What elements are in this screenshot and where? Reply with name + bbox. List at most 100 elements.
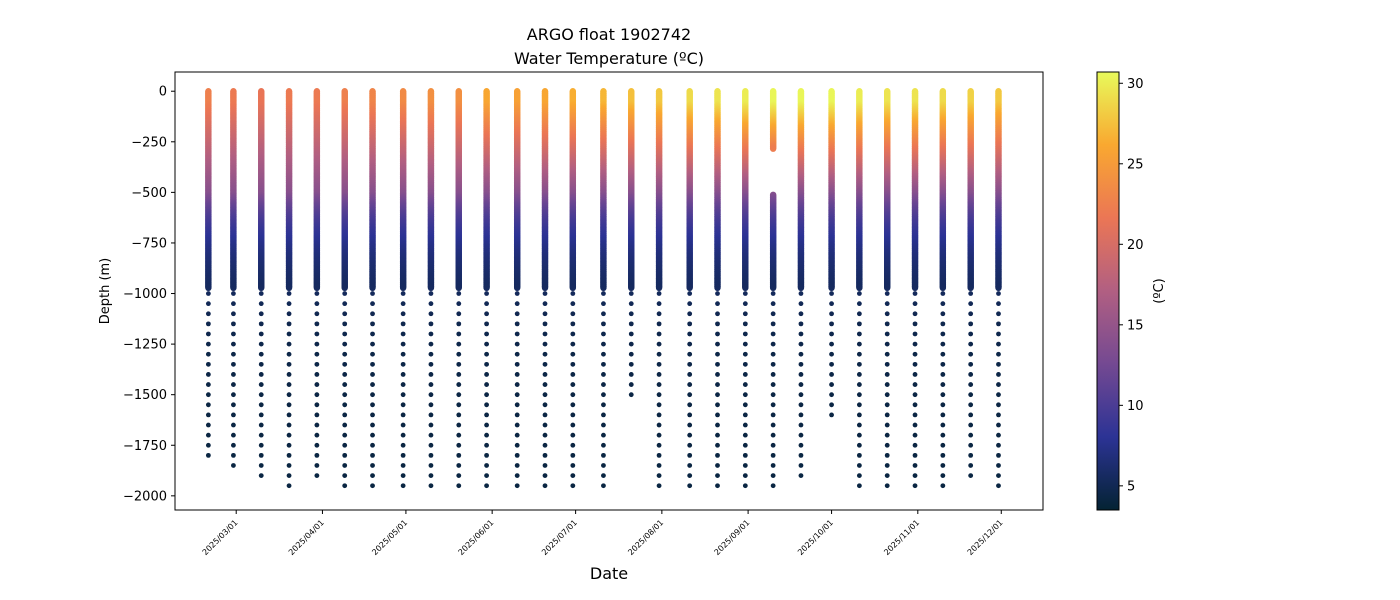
data-point [514, 311, 520, 317]
data-point [258, 422, 264, 428]
data-point [370, 321, 375, 327]
data-point [205, 301, 211, 307]
data-point [342, 473, 348, 479]
data-point [258, 463, 264, 468]
data-point [286, 463, 292, 468]
data-point [542, 442, 548, 448]
data-point [628, 361, 634, 367]
data-point [258, 412, 264, 418]
data-point [456, 372, 462, 377]
data-point [370, 483, 375, 489]
data-point [514, 473, 520, 479]
profile-2025-03-10 [258, 88, 265, 479]
data-point [687, 402, 693, 408]
data-point [542, 402, 548, 408]
data-point [484, 463, 489, 468]
data-point [286, 341, 292, 347]
data-point [258, 331, 264, 337]
data-point [400, 463, 406, 468]
data-point [231, 392, 236, 398]
data-point [456, 361, 462, 367]
data-point [427, 284, 435, 292]
data-point [258, 321, 264, 327]
data-point [314, 422, 320, 428]
data-point [428, 483, 434, 489]
data-point [400, 361, 406, 367]
data-point [570, 382, 576, 387]
data-point [601, 361, 606, 367]
data-point [370, 301, 375, 307]
data-point [456, 341, 462, 347]
data-point [231, 463, 236, 468]
data-point [541, 284, 549, 292]
data-point [258, 301, 264, 307]
data-point [400, 452, 406, 458]
data-point [258, 473, 264, 479]
data-point [231, 382, 236, 387]
data-point [484, 412, 489, 418]
data-point [456, 452, 462, 458]
data-point [656, 351, 662, 357]
data-point [370, 392, 375, 398]
data-point [205, 311, 211, 317]
data-point [428, 412, 434, 418]
data-point [428, 402, 434, 408]
data-point [370, 452, 375, 458]
data-point [314, 452, 320, 458]
data-point [656, 361, 662, 367]
data-point [514, 432, 520, 438]
data-point [314, 372, 320, 377]
data-point [428, 321, 434, 327]
data-point [342, 382, 348, 387]
data-point [484, 452, 489, 458]
data-point [601, 402, 606, 408]
data-point [231, 311, 236, 317]
data-point [286, 402, 292, 408]
data-point [484, 331, 489, 337]
plot-area [174, 71, 1044, 511]
data-point [514, 483, 520, 489]
data-point [514, 452, 520, 458]
data-point [314, 351, 320, 357]
profile-2025-03-20 [285, 88, 293, 489]
data-point [656, 301, 662, 307]
data-point [570, 301, 576, 307]
data-point [314, 392, 320, 398]
data-point [570, 452, 576, 458]
data-point [370, 402, 375, 408]
data-point [258, 372, 264, 377]
data-point [286, 372, 292, 377]
data-point [656, 432, 662, 438]
data-point [687, 341, 693, 347]
data-point [205, 402, 211, 408]
data-point [286, 311, 292, 317]
data-point [601, 331, 606, 337]
data-point [601, 432, 606, 438]
data-point [570, 321, 576, 327]
data-point [400, 331, 406, 337]
data-point [628, 382, 634, 387]
data-point [601, 463, 606, 468]
data-point [205, 361, 211, 367]
data-point [258, 291, 264, 296]
data-point [205, 372, 211, 377]
data-point [601, 321, 606, 327]
data-point [286, 432, 292, 438]
data-point [456, 382, 462, 387]
profile-2025-02-19 [205, 88, 212, 458]
data-point [484, 311, 489, 317]
data-point [687, 422, 693, 428]
data-point [514, 442, 520, 448]
data-point [428, 463, 434, 468]
data-point [601, 392, 606, 398]
data-point [601, 412, 606, 418]
data-point [456, 321, 462, 327]
data-point [628, 341, 634, 347]
data-point [542, 311, 548, 317]
data-point [484, 432, 489, 438]
data-point [342, 341, 348, 347]
profile-2025-02-28 [230, 88, 237, 468]
data-point [428, 442, 434, 448]
data-point [570, 361, 576, 367]
